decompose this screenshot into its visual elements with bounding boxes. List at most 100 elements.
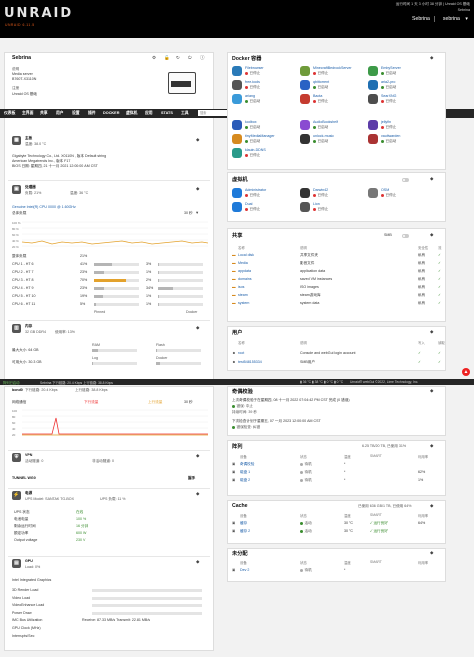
collapse-icon[interactable]: ◆ xyxy=(430,503,434,508)
container-name[interactable]: aria2-pro xyxy=(381,80,396,84)
cpu-interval-select[interactable]: 30 秒 xyxy=(184,211,193,215)
container-icon[interactable] xyxy=(368,120,378,130)
vm-icon[interactable] xyxy=(232,188,242,198)
nav-dashboard[interactable]: 仪表板 xyxy=(4,111,16,115)
container-icon[interactable] xyxy=(368,94,378,104)
nav-apps[interactable]: 应用 xyxy=(145,111,153,115)
container-name[interactable]: ariang xyxy=(245,94,255,98)
vm-name[interactable]: Lion xyxy=(313,202,320,206)
gear-icon[interactable]: ⚙ xyxy=(152,55,157,60)
nav-docker[interactable]: DOCKER xyxy=(103,111,120,115)
vm-name[interactable]: Administrator xyxy=(245,188,267,192)
share-name[interactable]: domains xyxy=(238,277,252,281)
nav-users[interactable]: 用户 xyxy=(56,111,64,115)
container-name[interactable]: qbittorrent xyxy=(313,80,330,84)
container-name[interactable]: kodbox xyxy=(245,120,257,124)
scroll-top-button[interactable]: ▲ xyxy=(462,368,470,376)
collapse-icon[interactable]: ◆ xyxy=(430,329,434,334)
user-menu-chevron-icon[interactable]: ▾ xyxy=(465,16,468,23)
collapse-icon[interactable]: ◆ xyxy=(196,186,200,191)
chevron-down-icon[interactable]: ▾ xyxy=(196,210,199,215)
container-name[interactable]: SearXNG xyxy=(381,94,397,98)
disk-name[interactable]: 奇偶校验 xyxy=(240,462,255,466)
nav-main[interactable]: 主界面 xyxy=(22,111,34,115)
container-icon[interactable] xyxy=(232,148,242,158)
container-icon[interactable] xyxy=(368,80,378,90)
vm-icon[interactable] xyxy=(300,202,310,212)
network-interval-select[interactable]: 30 秒 xyxy=(184,400,193,404)
container-icon[interactable] xyxy=(368,66,378,76)
container-icon[interactable] xyxy=(232,66,242,76)
disk-name[interactable]: 磁盘 2 xyxy=(240,478,251,482)
vm-icon[interactable] xyxy=(232,202,242,212)
refresh-icon[interactable]: ↻ xyxy=(176,55,180,60)
vm-icon[interactable] xyxy=(300,188,310,198)
nav-shares[interactable]: 共享 xyxy=(40,111,48,115)
collapse-icon[interactable]: ◆ xyxy=(196,491,200,496)
container-name[interactable]: tinyMediaManager xyxy=(245,134,275,138)
nav-search-input[interactable]: 搜索 xyxy=(198,110,240,116)
container-name[interactable]: jellyfin xyxy=(381,120,391,124)
container-icon[interactable] xyxy=(232,94,242,104)
collapse-icon[interactable]: ◆ xyxy=(196,559,200,564)
container-icon[interactable] xyxy=(368,134,378,144)
container-name[interactable]: unlock-music xyxy=(313,134,334,138)
collapse-icon[interactable]: ◆ xyxy=(430,550,434,555)
disk-state: 待机 xyxy=(300,462,312,467)
user-menu[interactable]: sebrina xyxy=(442,16,460,23)
collapse-icon[interactable]: ◆ xyxy=(430,232,434,237)
nav-tools[interactable]: 工具 xyxy=(181,111,189,115)
container-icon[interactable] xyxy=(300,120,310,130)
nav-vms[interactable]: 虚拟机 xyxy=(126,111,138,115)
container-icon[interactable] xyxy=(300,80,310,90)
collapse-icon[interactable]: ◆ xyxy=(430,55,434,60)
user-name[interactable]: root xyxy=(238,351,245,355)
container-name[interactable]: Filebrowser xyxy=(245,66,264,70)
unraid-logo[interactable]: UNRAID xyxy=(4,6,74,21)
lock-icon[interactable]: 🔓 xyxy=(164,55,170,60)
share-name[interactable]: steam xyxy=(238,293,248,297)
shares-toggle[interactable] xyxy=(402,234,409,238)
container-name[interactable]: MinecraftBedrockServer xyxy=(313,66,352,70)
disk-name[interactable]: 缓存 2 xyxy=(240,529,251,533)
container-icon[interactable] xyxy=(300,66,310,76)
collapse-icon[interactable]: ◆ xyxy=(430,388,434,393)
share-name[interactable]: system xyxy=(238,301,250,305)
user-name[interactable]: test548155334 xyxy=(238,360,262,364)
vm-name[interactable]: Dual xyxy=(245,202,253,206)
collapse-icon[interactable]: ◆ xyxy=(196,137,200,142)
container-name[interactable]: free-tools xyxy=(245,80,260,84)
container-icon[interactable] xyxy=(300,134,310,144)
container-name[interactable]: AudioBookshelf xyxy=(313,120,338,124)
shares-filter-select[interactable]: SMB xyxy=(384,233,392,237)
container-name[interactable]: Baota xyxy=(313,94,323,98)
container-icon[interactable] xyxy=(232,120,242,130)
vm-name[interactable]: OSM xyxy=(381,188,390,192)
vm-toggle[interactable] xyxy=(402,178,409,182)
container-name[interactable]: klauin-DDNS xyxy=(245,148,266,152)
collapse-icon[interactable]: ◆ xyxy=(430,176,434,181)
power-icon[interactable]: ⏻ xyxy=(188,55,192,60)
container-name[interactable]: EmbyServer xyxy=(381,66,401,70)
collapse-icon[interactable]: ◆ xyxy=(196,325,200,330)
disk-name[interactable]: 缓存 xyxy=(240,521,248,525)
share-name[interactable]: Media xyxy=(238,261,248,265)
container-icon[interactable] xyxy=(300,94,310,104)
share-name[interactable]: isos xyxy=(238,285,245,289)
share-name[interactable]: Local disk xyxy=(238,253,254,257)
disk-name[interactable]: 磁盘 1 xyxy=(240,470,251,474)
collapse-icon[interactable]: ◆ xyxy=(430,443,434,448)
nav-stats[interactable]: STATS xyxy=(161,111,173,115)
disk-name[interactable]: Dev 2 xyxy=(240,568,250,572)
share-name[interactable]: appdata xyxy=(238,269,251,273)
container-icon[interactable] xyxy=(232,134,242,144)
vm-name[interactable]: Darwin42 xyxy=(313,188,329,192)
info-icon[interactable]: ⓘ xyxy=(200,55,205,60)
nav-settings[interactable]: 设置 xyxy=(72,111,80,115)
collapse-icon[interactable]: ◆ xyxy=(196,453,200,458)
vm-icon[interactable] xyxy=(368,188,378,198)
container-name[interactable]: vaultwarden xyxy=(381,134,401,138)
registration-value[interactable]: Unraid OS 基础 xyxy=(12,92,37,96)
nav-plugins[interactable]: 插件 xyxy=(88,111,96,115)
container-icon[interactable] xyxy=(232,80,242,90)
